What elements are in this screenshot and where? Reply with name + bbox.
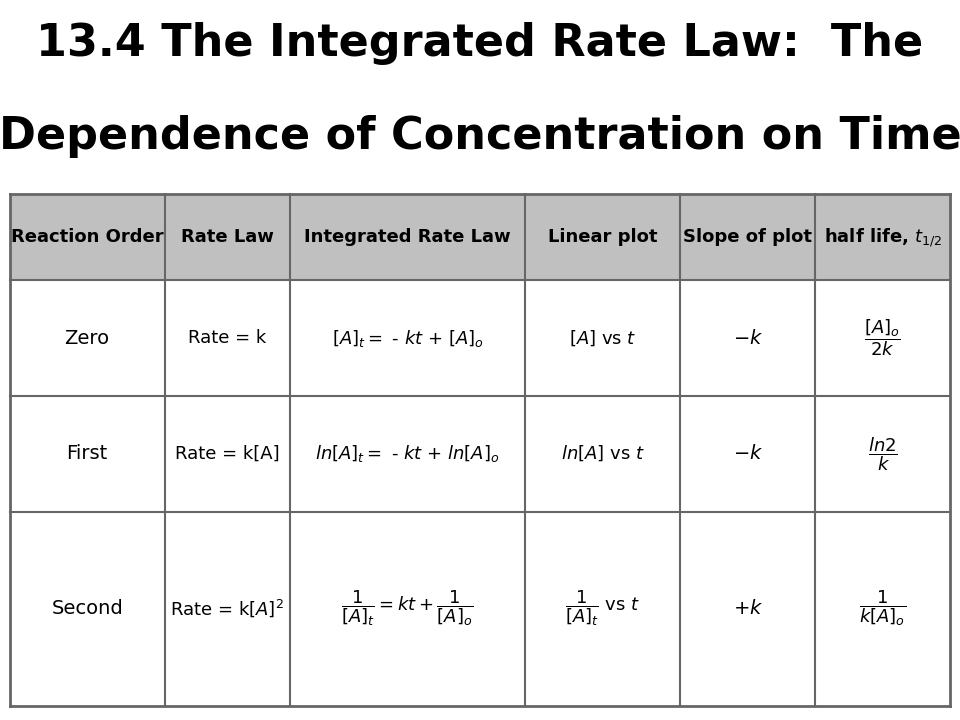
- Text: Slope of plot: Slope of plot: [684, 228, 812, 246]
- Text: Rate = k$[A]^2$: Rate = k$[A]^2$: [170, 598, 284, 619]
- Text: $\mathit{ln}[A]_t=$ - $kt$ + $\mathit{ln}[A]_o$: $\mathit{ln}[A]_t=$ - $kt$ + $\mathit{ln…: [315, 444, 500, 464]
- Text: Zero: Zero: [64, 328, 109, 348]
- Text: $\mathit{ln}[A]$ vs $t$: $\mathit{ln}[A]$ vs $t$: [561, 444, 644, 464]
- Text: $\dfrac{1}{[A]_t}=kt+\dfrac{1}{[A]_o}$: $\dfrac{1}{[A]_t}=kt+\dfrac{1}{[A]_o}$: [341, 589, 474, 629]
- Text: First: First: [66, 444, 108, 463]
- Text: $[A]$ vs $t$: $[A]$ vs $t$: [569, 328, 636, 348]
- Text: $+k$: $+k$: [732, 599, 763, 618]
- Text: Rate Law: Rate Law: [180, 228, 274, 246]
- Text: $\dfrac{1}{k[A]_o}$: $\dfrac{1}{k[A]_o}$: [859, 589, 906, 629]
- Text: half life, $t_{1/2}$: half life, $t_{1/2}$: [824, 226, 942, 248]
- Text: $\dfrac{\mathit{ln}2}{k}$: $\dfrac{\mathit{ln}2}{k}$: [868, 435, 898, 472]
- Text: Rate = k: Rate = k: [188, 329, 267, 347]
- Text: Linear plot: Linear plot: [548, 228, 658, 246]
- Text: Second: Second: [51, 599, 123, 618]
- Text: $-k$: $-k$: [732, 444, 763, 463]
- Text: Integrated Rate Law: Integrated Rate Law: [304, 228, 511, 246]
- Text: $[A]_t=$ - $kt$ + $[A]_o$: $[A]_t=$ - $kt$ + $[A]_o$: [331, 328, 483, 348]
- Text: $\dfrac{1}{[A]_t}$ vs $t$: $\dfrac{1}{[A]_t}$ vs $t$: [564, 589, 640, 629]
- Text: Rate = k[A]: Rate = k[A]: [175, 445, 279, 463]
- Text: Dependence of Concentration on Time: Dependence of Concentration on Time: [0, 115, 960, 158]
- Text: Reaction Order: Reaction Order: [11, 228, 163, 246]
- Text: 13.4 The Integrated Rate Law:  The: 13.4 The Integrated Rate Law: The: [36, 22, 924, 65]
- Text: $-k$: $-k$: [732, 328, 763, 348]
- Text: $\dfrac{[A]_o}{2k}$: $\dfrac{[A]_o}{2k}$: [864, 318, 901, 359]
